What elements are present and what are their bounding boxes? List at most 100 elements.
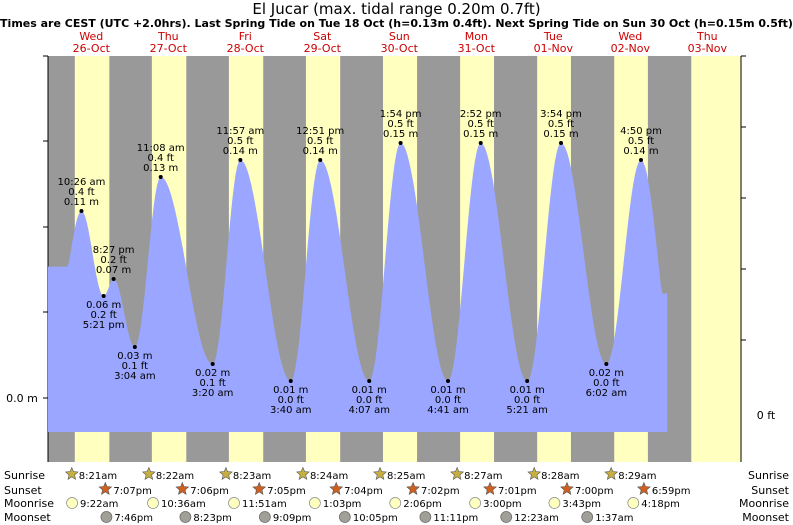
day-of-week-label: Thu bbox=[157, 30, 179, 43]
chart-subtitle: Times are CEST (UTC +2.0hrs). Last Sprin… bbox=[0, 17, 793, 30]
high-tide-time: 12:51 pm bbox=[296, 126, 344, 137]
moonrise-row-label: Moonrise bbox=[4, 497, 54, 510]
moonrise-icon bbox=[228, 497, 240, 509]
date-label: 31-Oct bbox=[458, 42, 496, 55]
high-tide-ft: 0.5 ft bbox=[307, 136, 333, 147]
date-label: 01-Nov bbox=[534, 42, 574, 55]
high-tide-ft: 0.2 ft bbox=[100, 255, 126, 266]
sunrise-icon bbox=[450, 466, 465, 480]
moonrise-icon bbox=[627, 497, 640, 509]
low-tide-marker bbox=[210, 362, 215, 366]
sunrise-time: 8:21am bbox=[79, 471, 117, 482]
high-tide-time: 11:08 am bbox=[137, 143, 185, 154]
day-of-week-label: Sat bbox=[313, 30, 332, 43]
low-tide-ft: 0.1 ft bbox=[122, 361, 148, 372]
high-tide-ft: 0.5 ft bbox=[468, 119, 494, 130]
sunrise-row-label-right: Sunrise bbox=[748, 469, 789, 482]
sunset-icon bbox=[483, 481, 497, 495]
low-tide-marker bbox=[367, 379, 372, 383]
sunset-icon bbox=[560, 481, 574, 495]
sunset-time: 7:01pm bbox=[498, 486, 537, 497]
low-tide-time: 4:07 am bbox=[348, 405, 390, 416]
high-tide-marker bbox=[238, 158, 243, 162]
low-tide-m: 0.02 m bbox=[195, 368, 230, 379]
moonset-icon bbox=[338, 511, 351, 523]
sunset-time: 7:00pm bbox=[575, 486, 614, 497]
moonrise-icon bbox=[389, 497, 402, 509]
day-of-week-label: Mon bbox=[465, 30, 488, 43]
date-label: 27-Oct bbox=[150, 42, 188, 55]
date-label: 26-Oct bbox=[73, 42, 111, 55]
high-tide-ft: 0.5 ft bbox=[548, 119, 574, 130]
high-tide-m: 0.07 m bbox=[96, 265, 131, 276]
sunset-time: 6:59pm bbox=[652, 486, 691, 497]
moonrise-time: 3:00pm bbox=[483, 499, 522, 510]
moonrise-time: 2:06pm bbox=[403, 499, 442, 510]
moonrise-icon bbox=[147, 497, 159, 509]
moonset-time: 1:37am bbox=[595, 513, 633, 524]
day-of-week-label: Wed bbox=[618, 30, 642, 43]
sunset-time: 7:04pm bbox=[344, 486, 383, 497]
moonset-time: 7:46pm bbox=[114, 513, 153, 524]
moonset-icon bbox=[100, 511, 113, 523]
high-tide-ft: 0.4 ft bbox=[68, 187, 94, 198]
high-tide-time: 10:26 am bbox=[58, 177, 106, 188]
low-tide-marker bbox=[288, 379, 293, 383]
low-tide-marker bbox=[101, 294, 106, 298]
high-tide-m: 0.11 m bbox=[64, 197, 99, 208]
low-tide-m: 0.01 m bbox=[430, 385, 465, 396]
daylight-band bbox=[691, 56, 741, 462]
chart-title: El Jucar (max. tidal range 0.20m 0.7ft) bbox=[252, 0, 541, 18]
moonset-icon bbox=[581, 511, 594, 523]
low-tide-m: 0.01 m bbox=[352, 385, 387, 396]
sunrise-icon bbox=[373, 466, 387, 480]
sunrise-icon bbox=[296, 466, 310, 480]
tide-area bbox=[48, 143, 668, 432]
high-tide-time: 2:52 pm bbox=[460, 109, 502, 120]
high-tide-marker bbox=[478, 141, 483, 145]
moonset-time: 12:23am bbox=[514, 513, 559, 524]
high-tide-m: 0.15 m bbox=[383, 129, 418, 140]
day-of-week-label: Fri bbox=[239, 30, 252, 43]
moonset-icon bbox=[419, 511, 432, 523]
high-tide-ft: 0.5 ft bbox=[227, 136, 253, 147]
moonset-icon bbox=[179, 511, 192, 523]
low-tide-time: 3:20 am bbox=[192, 388, 234, 399]
sunset-time: 7:07pm bbox=[113, 486, 152, 497]
moonset-row-label: Moonset bbox=[4, 511, 51, 524]
high-tide-m: 0.15 m bbox=[463, 129, 498, 140]
sunrise-time: 8:28am bbox=[541, 471, 579, 482]
sunset-row-label-right: Sunset bbox=[751, 484, 789, 497]
low-tide-marker bbox=[446, 379, 451, 383]
date-label: 03-Nov bbox=[688, 42, 728, 55]
low-tide-ft: 0.1 ft bbox=[200, 378, 226, 389]
low-tide-ft: 0.0 ft bbox=[278, 395, 304, 406]
moonrise-icon bbox=[548, 497, 561, 509]
moonrise-time: 4:18pm bbox=[641, 499, 680, 510]
moonrise-icon bbox=[309, 497, 321, 509]
sunset-icon bbox=[252, 481, 267, 495]
date-label: 30-Oct bbox=[381, 42, 419, 55]
high-tide-time: 8:27 pm bbox=[93, 245, 135, 256]
low-tide-m: 0.02 m bbox=[589, 368, 624, 379]
y2-axis-label: 0 ft bbox=[757, 409, 776, 422]
moonset-time: 8:23pm bbox=[193, 513, 232, 524]
high-tide-ft: 0.5 ft bbox=[387, 119, 413, 130]
high-tide-marker bbox=[318, 158, 323, 162]
high-tide-marker bbox=[398, 141, 403, 145]
day-of-week-label: Thu bbox=[696, 30, 718, 43]
sunset-time: 7:02pm bbox=[421, 486, 460, 497]
low-tide-ft: 0.0 ft bbox=[514, 395, 540, 406]
low-tide-marker bbox=[525, 379, 530, 383]
moonset-time: 10:05pm bbox=[353, 513, 398, 524]
sunset-icon bbox=[175, 481, 190, 495]
high-tide-ft: 0.5 ft bbox=[628, 136, 654, 147]
date-label: 02-Nov bbox=[611, 42, 651, 55]
low-tide-ft: 0.0 ft bbox=[356, 395, 382, 406]
date-label: 29-Oct bbox=[304, 42, 342, 55]
day-of-week-label: Sun bbox=[389, 30, 410, 43]
high-tide-time: 1:54 pm bbox=[380, 109, 422, 120]
sunrise-row-label: Sunrise bbox=[4, 469, 45, 482]
moonset-row-label-right: Moonset bbox=[742, 511, 789, 524]
